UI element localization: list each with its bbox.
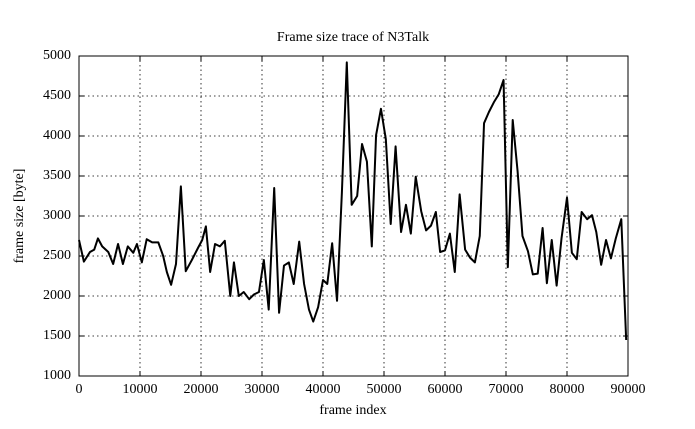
y-tick-label: 2500 [43,248,71,263]
y-tick-label: 2000 [43,288,71,303]
x-tick-label: 50000 [367,382,402,397]
x-axis-label: frame index [319,403,386,418]
x-tick-label: 90000 [611,382,646,397]
chart-title: Frame size trace of N3Talk [277,30,429,45]
y-axis-label: frame size [byte] [12,169,27,264]
x-tick-label: 20000 [184,382,219,397]
y-tick-label: 4000 [43,128,71,143]
plot-frame [78,55,629,377]
x-tick-label: 10000 [123,382,158,397]
y-tick-label: 3000 [43,208,71,223]
y-tick-label: 1000 [43,368,71,383]
y-tick-label: 1500 [43,328,71,343]
x-tick-label: 70000 [489,382,524,397]
x-tick-label: 60000 [428,382,463,397]
y-tick-label: 4500 [43,88,71,103]
x-tick-label: 30000 [245,382,280,397]
data-line [78,61,628,341]
y-tick-label: 5000 [43,48,71,63]
y-tick-label: 3500 [43,168,71,183]
x-tick-label: 80000 [550,382,585,397]
x-tick-label: 0 [76,382,83,397]
x-tick-label: 40000 [306,382,341,397]
